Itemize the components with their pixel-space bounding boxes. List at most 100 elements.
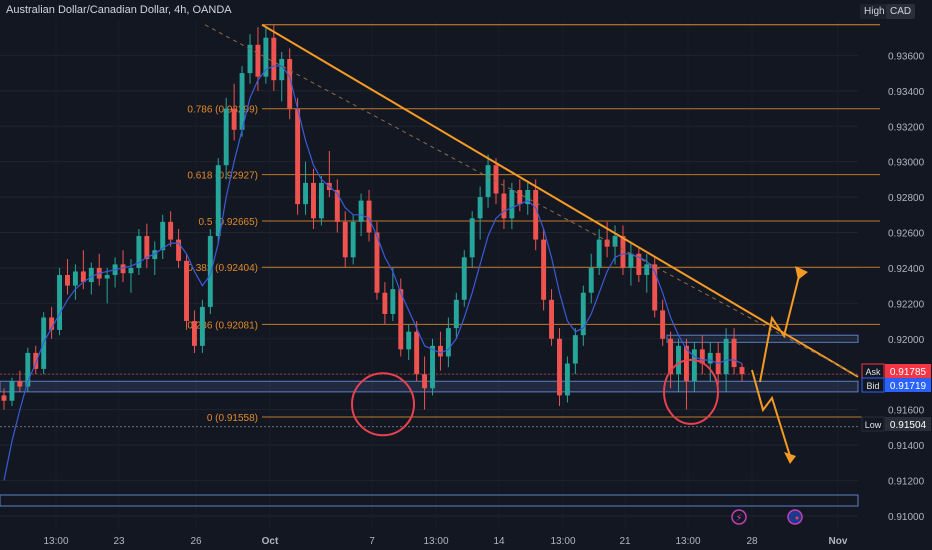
arrow-down-head	[784, 452, 796, 464]
candle-up	[477, 197, 483, 219]
candle-up	[263, 37, 269, 77]
candle-down	[144, 236, 150, 260]
fib-level-label: 0.5 (0.92665)	[199, 217, 259, 228]
candle-up	[406, 331, 412, 350]
ask-tag-value: 0.91785	[890, 367, 927, 378]
descending-trendline	[261, 23, 859, 378]
low-tag-label: Low	[865, 420, 882, 430]
support-zone	[0, 380, 859, 393]
candle-up	[239, 73, 245, 130]
candle-up	[723, 338, 729, 375]
candle-down	[374, 232, 380, 293]
low-tag-value-box	[885, 417, 931, 431]
fib-level-label: 0 (0.91558)	[207, 413, 258, 424]
candle-down	[414, 331, 420, 375]
candle-down	[636, 253, 642, 275]
low-tag-value: 0.91504	[890, 420, 927, 431]
candle-up	[588, 267, 594, 293]
arrow-up-head	[795, 266, 808, 280]
candle-down	[398, 289, 404, 350]
bottom-zone	[0, 494, 859, 507]
candle-up	[25, 352, 31, 387]
candle-up	[390, 289, 396, 314]
candle-up	[318, 182, 324, 219]
candle-down	[493, 165, 499, 194]
candle-down	[80, 271, 86, 283]
fib-level-label: 0.382 (0.92404)	[187, 263, 258, 274]
candle-down	[731, 338, 737, 368]
trendlines	[204, 23, 859, 378]
time-tick-label: 23	[113, 536, 125, 547]
price-tick-label: 0.92800	[888, 193, 925, 204]
candle-up	[691, 349, 697, 382]
candle-up	[57, 275, 63, 330]
candle-up	[160, 221, 166, 251]
candle-down	[422, 374, 428, 389]
price-tick-label: 0.92400	[888, 264, 925, 275]
australia-flag-icon	[787, 509, 803, 525]
candle-up	[199, 306, 205, 346]
price-tick-label: 0.92600	[888, 229, 925, 240]
candle-down	[549, 299, 555, 339]
fib-level-label: 0.786 (0.93299)	[187, 105, 258, 116]
time-tick-label: 28	[746, 536, 758, 547]
price-axis: 0.93600 0.93400 0.93200 0.93000 0.92800 0.926…	[888, 51, 925, 522]
time-tick-label: 13:00	[423, 536, 448, 547]
candle-down	[699, 349, 705, 364]
candle-up	[572, 335, 578, 364]
candle-up	[215, 165, 221, 237]
candle-up	[469, 218, 475, 258]
arrow-down-breakdown	[751, 369, 791, 457]
candle-up	[223, 108, 229, 166]
candle-up	[104, 275, 110, 279]
candle-down	[668, 338, 674, 375]
candle-down	[342, 221, 348, 258]
bid-tag-value-box	[885, 378, 931, 392]
price-tick-label: 0.91400	[888, 441, 925, 452]
circle-low-oct-8	[351, 372, 415, 437]
price-tick-label: 0.93600	[888, 51, 925, 62]
time-tick-label: Nov	[829, 536, 848, 547]
time-tick-label: 21	[619, 536, 631, 547]
candle-up	[279, 58, 285, 81]
candle-down	[366, 200, 372, 233]
high-tag: High	[860, 4, 889, 19]
moving-average-line	[3, 65, 743, 481]
candle-up	[247, 44, 253, 74]
moving-average	[3, 65, 743, 481]
currency-button[interactable]: CAD	[886, 4, 916, 19]
low-tag-label-box	[861, 416, 885, 432]
zones	[0, 334, 859, 507]
candle-down	[620, 236, 626, 268]
candle-up	[707, 352, 713, 364]
candle-up	[596, 239, 602, 268]
candle-down	[17, 381, 23, 387]
price-tick-label: 0.91000	[888, 512, 925, 523]
candle-up	[207, 236, 213, 307]
candle-up	[136, 236, 142, 268]
candle-down	[191, 321, 197, 346]
candle-down	[65, 275, 70, 286]
candle-up	[580, 292, 586, 336]
time-tick-label: 13:00	[675, 536, 700, 547]
bid-tag-label: Bid	[866, 381, 879, 391]
time-tick-label: 13:00	[550, 536, 575, 547]
candle-up	[525, 190, 531, 205]
price-tick-label: 0.92000	[888, 335, 925, 346]
candle-down	[604, 239, 610, 247]
candle-down	[660, 310, 666, 339]
candle-up	[303, 182, 309, 205]
candle-down	[382, 292, 388, 314]
ask-tag-label: Ask	[865, 367, 881, 377]
candle-up	[358, 200, 364, 222]
candle-up	[445, 328, 451, 357]
candle-down	[541, 239, 547, 300]
candle-down	[311, 182, 316, 219]
candle-down	[168, 221, 174, 240]
candle-down	[231, 108, 237, 130]
candle-up	[152, 250, 158, 260]
price-tick-label: 0.93200	[888, 122, 925, 133]
flash-icon	[731, 509, 747, 525]
candle-down	[287, 58, 293, 109]
